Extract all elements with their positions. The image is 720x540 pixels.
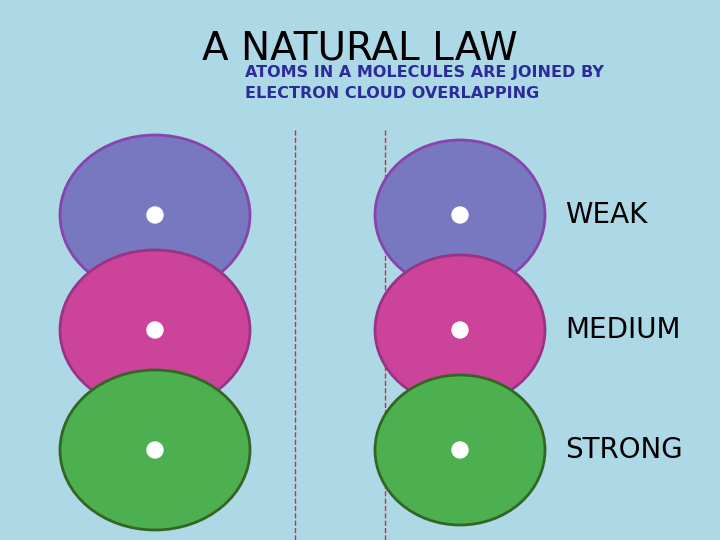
Ellipse shape xyxy=(375,140,545,290)
Ellipse shape xyxy=(375,375,545,525)
Circle shape xyxy=(452,442,468,458)
Ellipse shape xyxy=(60,135,250,295)
Text: STRONG: STRONG xyxy=(565,436,683,464)
Circle shape xyxy=(452,207,468,223)
Text: A NATURAL LAW: A NATURAL LAW xyxy=(202,30,518,68)
Text: MEDIUM: MEDIUM xyxy=(565,316,680,344)
Text: WEAK: WEAK xyxy=(565,201,647,229)
Circle shape xyxy=(452,322,468,338)
Ellipse shape xyxy=(60,250,250,410)
Text: ATOMS IN A MOLECULES ARE JOINED BY
ELECTRON CLOUD OVERLAPPING: ATOMS IN A MOLECULES ARE JOINED BY ELECT… xyxy=(245,65,604,101)
Ellipse shape xyxy=(60,370,250,530)
Circle shape xyxy=(147,322,163,338)
Ellipse shape xyxy=(375,255,545,405)
Circle shape xyxy=(147,207,163,223)
Circle shape xyxy=(147,442,163,458)
